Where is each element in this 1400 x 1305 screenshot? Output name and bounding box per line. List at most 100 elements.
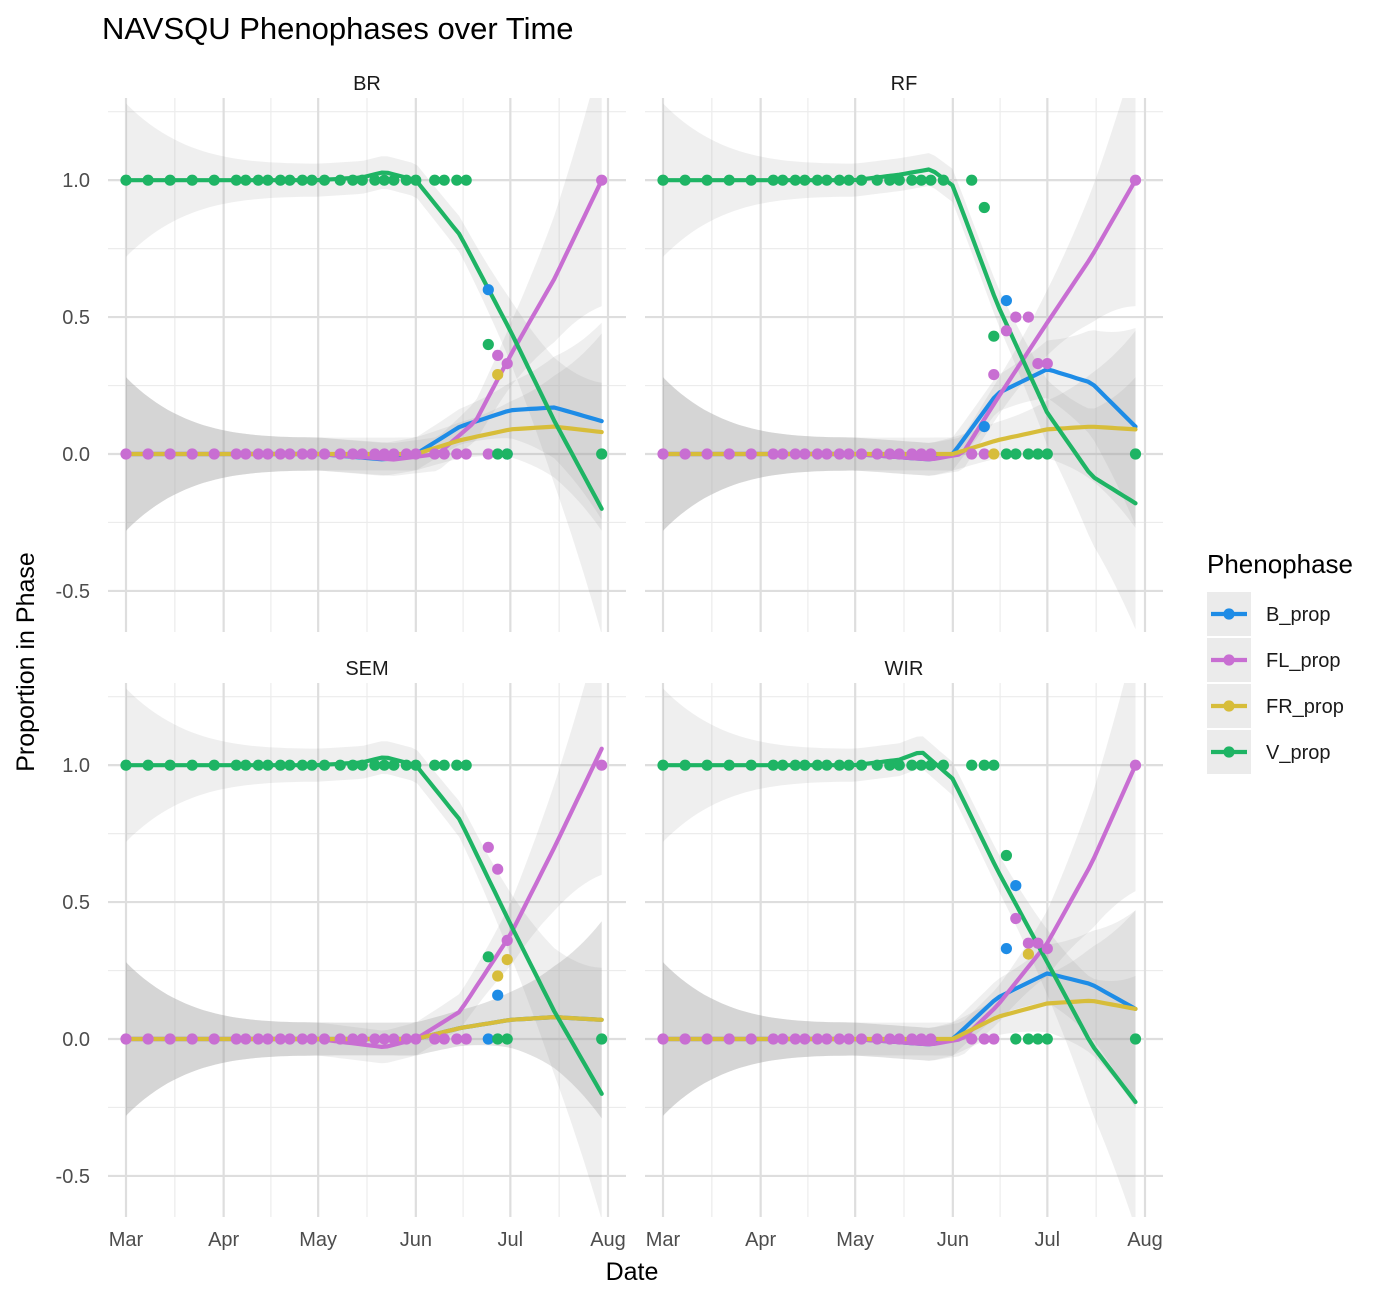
data-point-v-prop	[388, 174, 400, 186]
data-point-fr-prop	[492, 970, 504, 982]
data-point-v-prop	[855, 759, 868, 771]
data-point-fl-prop	[871, 1033, 883, 1045]
data-point-v-prop	[400, 174, 412, 186]
facet-panel-wir: WIR Mar Apr May Jun Jul Aug	[645, 658, 1163, 1251]
data-point-fl-prop	[966, 1033, 978, 1045]
data-point-fl-prop	[679, 1033, 691, 1045]
data-point-fl-prop	[334, 448, 346, 460]
data-point-fl-prop	[821, 1033, 833, 1045]
data-point-fl-prop	[262, 1033, 274, 1045]
data-point-fl-prop	[296, 1033, 308, 1045]
data-point-v-prop	[833, 759, 846, 771]
confidence-band-b-prop	[126, 322, 602, 531]
data-point-v-prop	[679, 174, 691, 186]
points-layer	[657, 759, 1142, 1045]
data-point-v-prop	[410, 174, 422, 186]
data-point-v-prop	[142, 174, 154, 186]
data-point-v-prop	[1022, 448, 1034, 460]
data-point-b-prop	[482, 1033, 494, 1045]
data-point-fl-prop	[164, 1033, 176, 1045]
data-point-v-prop	[596, 448, 608, 460]
data-point-v-prop	[388, 759, 400, 771]
data-point-v-prop	[789, 174, 801, 186]
data-point-fl-prop	[262, 448, 274, 460]
data-point-fl-prop	[1022, 311, 1034, 323]
data-point-fl-prop	[482, 448, 494, 460]
data-point-v-prop	[871, 759, 883, 771]
data-point-fl-prop	[966, 448, 978, 460]
data-point-v-prop	[369, 174, 381, 186]
data-point-v-prop	[1032, 448, 1044, 460]
data-point-v-prop	[1010, 448, 1022, 460]
data-point-v-prop	[429, 174, 441, 186]
data-point-fl-prop	[347, 448, 359, 460]
data-point-v-prop	[701, 174, 713, 186]
data-point-fl-prop	[906, 448, 918, 460]
data-point-v-prop	[843, 759, 855, 771]
data-point-fl-prop	[1022, 937, 1034, 949]
data-point-v-prop	[821, 759, 833, 771]
data-point-fl-prop	[501, 358, 513, 370]
data-point-fl-prop	[306, 1033, 318, 1045]
data-point-fl-prop	[142, 1033, 154, 1045]
data-point-v-prop	[855, 174, 868, 186]
data-point-v-prop	[723, 174, 735, 186]
data-point-fl-prop	[230, 448, 242, 460]
data-point-v-prop	[120, 759, 132, 771]
legend-entry-b-prop: B_prop	[1207, 592, 1331, 636]
data-point-v-prop	[438, 759, 450, 771]
data-point-v-prop	[410, 759, 422, 771]
data-point-fl-prop	[429, 448, 441, 460]
data-point-v-prop	[334, 174, 346, 186]
data-point-v-prop	[1000, 448, 1013, 460]
data-point-v-prop	[789, 759, 801, 771]
data-point-fl-prop	[596, 759, 608, 771]
data-point-v-prop	[777, 174, 789, 186]
data-point-fl-prop	[925, 1033, 937, 1045]
data-point-fl-prop	[492, 863, 504, 875]
legend-title: Phenophase	[1207, 549, 1353, 579]
data-point-v-prop	[451, 174, 463, 186]
facet-strip-label: WIR	[885, 658, 924, 680]
data-point-v-prop	[460, 174, 472, 186]
data-point-fl-prop	[657, 448, 669, 460]
legend-entry-v-prop: V_prop	[1207, 730, 1331, 774]
data-point-fl-prop	[988, 1033, 1000, 1045]
facet-panel-rf: RF	[645, 73, 1163, 632]
data-point-fl-prop	[388, 1033, 400, 1045]
data-point-fl-prop	[701, 1033, 713, 1045]
data-point-fl-prop	[855, 1033, 868, 1045]
data-point-fl-prop	[884, 1033, 896, 1045]
data-point-b-prop	[492, 989, 504, 1001]
legend-label: FL_prop	[1266, 650, 1341, 672]
data-point-v-prop	[811, 174, 824, 186]
data-point-v-prop	[252, 174, 264, 186]
data-point-fl-prop	[978, 448, 990, 460]
data-point-fl-prop	[723, 1033, 735, 1045]
data-point-b-prop	[482, 284, 494, 296]
data-point-fl-prop	[186, 448, 198, 460]
data-point-fl-prop	[1010, 311, 1022, 323]
facet-strip-label: BR	[353, 73, 381, 95]
data-point-fl-prop	[369, 1033, 381, 1045]
data-point-v-prop	[142, 759, 154, 771]
data-point-fl-prop	[208, 1033, 220, 1045]
data-point-fl-prop	[482, 841, 494, 853]
data-point-v-prop	[978, 759, 990, 771]
data-point-v-prop	[906, 759, 918, 771]
data-point-v-prop	[1129, 448, 1142, 460]
data-point-v-prop	[767, 759, 779, 771]
data-point-v-prop	[915, 174, 927, 186]
legend-label: FR_prop	[1266, 696, 1344, 718]
data-point-v-prop	[274, 174, 286, 186]
data-point-fl-prop	[1032, 937, 1044, 949]
data-point-v-prop	[893, 174, 905, 186]
y-tick-label: 0.0	[62, 1029, 90, 1051]
data-point-fl-prop	[356, 448, 368, 460]
data-point-fl-prop	[843, 1033, 855, 1045]
data-point-fl-prop	[723, 448, 735, 460]
data-point-v-prop	[1032, 1033, 1044, 1045]
data-point-fl-prop	[596, 174, 608, 186]
data-point-fl-prop	[1041, 943, 1053, 955]
